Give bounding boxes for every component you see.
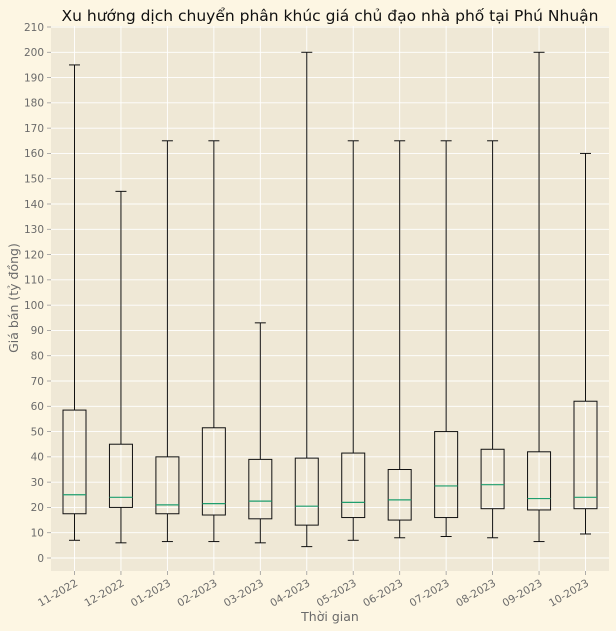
box-07-2023 [434,431,459,519]
box-09-2023 [527,451,552,511]
y-tick-label-10: 10 [31,528,44,540]
y-tick-label-60: 60 [31,401,44,413]
y-tick-label-90: 90 [31,325,44,337]
box-03-2023 [248,458,273,520]
x-axis-label: Thời gian [300,609,359,624]
y-tick-label-80: 80 [31,351,44,363]
y-tick-label-200: 200 [24,47,44,59]
y-axis-ticks: 0 10 20 30 40 50 60 70 80 90 100 110 120 130 140 150 160… [24,22,51,565]
box-05-2023 [341,452,366,519]
box-02-2023 [201,427,226,516]
grid-lines [51,26,609,571]
y-tick-label-170: 170 [24,123,44,135]
y-tick-label-20: 20 [31,502,44,514]
box-12-2022 [108,443,133,508]
y-tick-label-30: 30 [31,477,44,489]
box-plots [62,51,598,548]
y-tick-label-210: 210 [24,22,44,34]
y-tick-label-130: 130 [24,224,44,236]
y-tick-label-0: 0 [37,553,44,565]
y-tick-label-40: 40 [31,452,44,464]
chart-title: Xu hướng dịch chuyển phân khúc giá chủ đ… [62,7,599,25]
box-11-2022 [62,409,87,515]
y-tick-label-160: 160 [24,148,44,160]
y-tick-label-100: 100 [24,300,44,312]
box-08-2023 [480,448,505,510]
box-04-2023 [294,457,319,526]
y-tick-label-140: 140 [24,199,44,211]
y-tick-label-190: 190 [24,72,44,84]
box-10-2023 [573,400,598,510]
box-01-2023 [155,456,180,515]
y-axis-label: Giá bán (tỷ đồng) [6,243,21,353]
y-tick-label-70: 70 [31,376,44,388]
plot-area [51,26,609,571]
y-tick-label-150: 150 [24,174,44,186]
y-tick-label-110: 110 [24,275,44,287]
y-tick-label-50: 50 [31,426,44,438]
box-06-2023 [387,469,412,521]
y-tick-label-120: 120 [24,249,44,261]
y-tick-label-180: 180 [24,98,44,110]
